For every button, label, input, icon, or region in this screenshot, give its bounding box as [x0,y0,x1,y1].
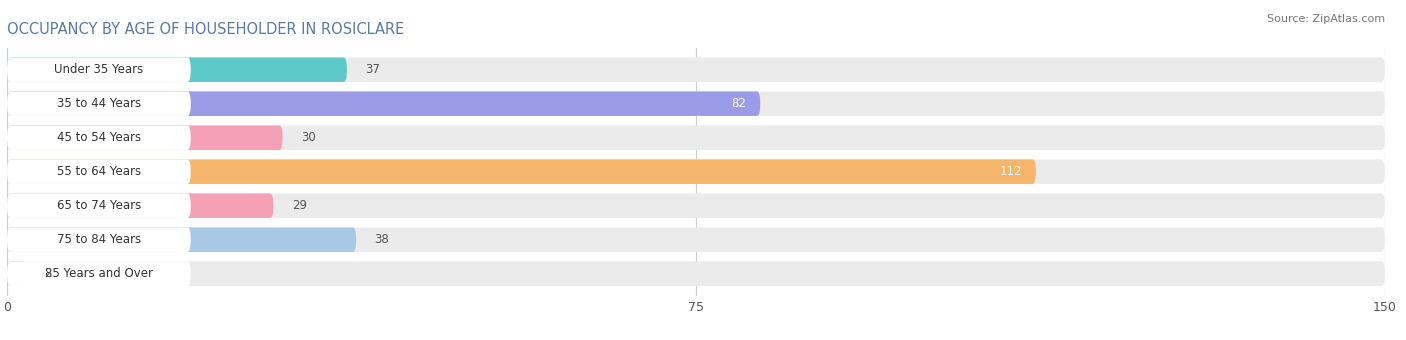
Text: 45 to 54 Years: 45 to 54 Years [56,131,141,144]
FancyBboxPatch shape [7,125,1385,150]
FancyBboxPatch shape [7,227,191,252]
FancyBboxPatch shape [7,57,1385,82]
Text: 38: 38 [374,233,389,246]
Text: 37: 37 [366,63,380,76]
FancyBboxPatch shape [7,193,191,218]
Text: 55 to 64 Years: 55 to 64 Years [56,165,141,178]
FancyBboxPatch shape [7,193,1385,218]
Text: 75 to 84 Years: 75 to 84 Years [56,233,141,246]
FancyBboxPatch shape [7,159,191,184]
FancyBboxPatch shape [7,261,25,286]
Text: Source: ZipAtlas.com: Source: ZipAtlas.com [1267,14,1385,23]
FancyBboxPatch shape [7,91,191,116]
FancyBboxPatch shape [7,125,283,150]
FancyBboxPatch shape [7,159,1385,184]
Text: 35 to 44 Years: 35 to 44 Years [56,97,141,110]
FancyBboxPatch shape [7,91,1385,116]
FancyBboxPatch shape [7,57,347,82]
Text: 29: 29 [292,199,307,212]
FancyBboxPatch shape [7,159,1036,184]
Text: 65 to 74 Years: 65 to 74 Years [56,199,141,212]
FancyBboxPatch shape [7,57,191,82]
FancyBboxPatch shape [7,193,273,218]
Text: 30: 30 [301,131,316,144]
FancyBboxPatch shape [7,227,1385,252]
FancyBboxPatch shape [7,91,761,116]
Text: Under 35 Years: Under 35 Years [55,63,143,76]
FancyBboxPatch shape [7,261,191,286]
Text: 112: 112 [1000,165,1022,178]
Text: 2: 2 [44,267,51,280]
FancyBboxPatch shape [7,125,191,150]
Text: OCCUPANCY BY AGE OF HOUSEHOLDER IN ROSICLARE: OCCUPANCY BY AGE OF HOUSEHOLDER IN ROSIC… [7,22,405,37]
FancyBboxPatch shape [7,261,1385,286]
Text: 82: 82 [731,97,747,110]
Text: 85 Years and Over: 85 Years and Over [45,267,153,280]
FancyBboxPatch shape [7,227,356,252]
